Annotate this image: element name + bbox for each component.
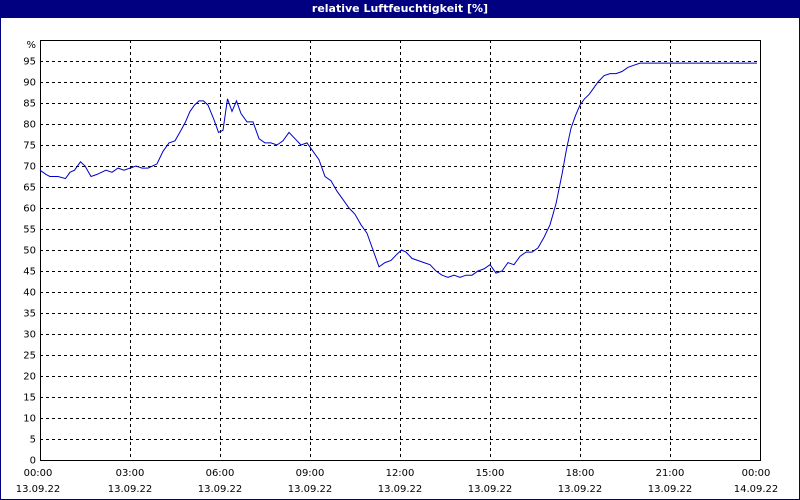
y-tick-label: 15	[23, 393, 36, 404]
x-tick-time-label: 12:00	[386, 468, 415, 479]
y-tick-label: 75	[23, 141, 36, 152]
grid	[40, 40, 760, 460]
x-tick-time-label: 15:00	[476, 468, 505, 479]
x-tick-time-label: 00:00	[24, 468, 53, 479]
y-tick-label: 25	[23, 351, 36, 362]
x-tick-time-label: 06:00	[206, 468, 235, 479]
x-tick-date-label: 13.09.22	[648, 484, 693, 495]
y-tick-label: 80	[23, 120, 36, 131]
y-tick-label: 50	[23, 246, 36, 257]
y-tick-label: 65	[23, 183, 36, 194]
y-tick-label: 45	[23, 267, 36, 278]
y-tick-label: 70	[23, 162, 36, 173]
x-tick-date-label: 13.09.22	[198, 484, 243, 495]
x-tick-date-label: 13.09.22	[558, 484, 603, 495]
x-tick-date-label: 13.09.22	[288, 484, 333, 495]
x-tick-date-label: 13.09.22	[16, 484, 61, 495]
x-tick-time-label: 09:00	[296, 468, 325, 479]
series-line-humidity	[39, 62, 757, 278]
x-axis: 00:00 13.09.22 03:00 13.09.22 06:00 13.09.22 0…	[16, 468, 779, 495]
x-tick-date-label: 13.09.22	[468, 484, 513, 495]
y-tick-label: 90	[23, 78, 36, 89]
y-tick-label: 20	[23, 372, 36, 383]
y-tick-label: 10	[23, 414, 36, 425]
chart-title: relative Luftfeuchtigkeit [%]	[0, 0, 800, 18]
y-tick-label: 30	[23, 330, 36, 341]
x-tick-time-label: 00:00	[742, 468, 771, 479]
x-tick-time-label: 21:00	[656, 468, 685, 479]
y-axis-unit-label: %	[26, 40, 36, 51]
plot-area	[40, 40, 761, 461]
x-tick-date-label: 13.09.22	[378, 484, 423, 495]
x-tick-time-label: 03:00	[116, 468, 145, 479]
y-tick-label: 35	[23, 309, 36, 320]
y-tick-label: 85	[23, 99, 36, 110]
y-tick-label: 40	[23, 288, 36, 299]
y-axis: 0 5 10 15 20 25 30 35 40 45 50 55 60 65 70 75 80 85 90 95%	[23, 40, 36, 467]
x-tick-date-label: 13.09.22	[108, 484, 153, 495]
y-tick-label: 95	[23, 57, 36, 68]
y-tick-label: 60	[23, 204, 36, 215]
y-tick-label: 55	[23, 225, 36, 236]
y-tick-label: 0	[30, 456, 36, 467]
x-tick-date-label: 14.09.22	[734, 484, 779, 495]
y-tick-label: 5	[30, 435, 36, 446]
x-tick-time-label: 18:00	[566, 468, 595, 479]
